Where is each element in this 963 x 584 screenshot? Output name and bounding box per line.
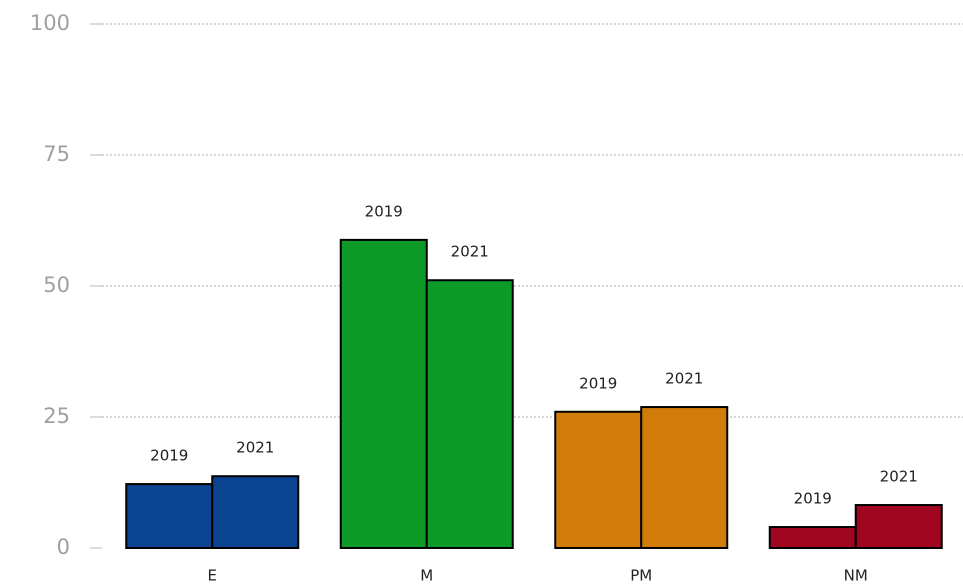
data-label: 2019 bbox=[579, 374, 617, 392]
bar bbox=[768, 526, 857, 549]
data-label: 2019 bbox=[365, 202, 403, 220]
y-tick-label: 25 bbox=[43, 404, 70, 428]
x-tick-label: NM bbox=[844, 567, 868, 584]
bar bbox=[554, 410, 643, 550]
bar bbox=[339, 238, 428, 549]
x-tick-label: PM bbox=[630, 567, 652, 584]
bar bbox=[425, 279, 514, 549]
y-tick-label: 50 bbox=[43, 273, 70, 297]
data-label: 2021 bbox=[880, 468, 918, 486]
data-label: 2019 bbox=[150, 447, 188, 465]
bar bbox=[125, 483, 214, 549]
bar bbox=[854, 504, 943, 550]
data-label: 2021 bbox=[665, 370, 703, 388]
x-tick-label: E bbox=[208, 567, 217, 584]
data-label: 2021 bbox=[451, 243, 489, 261]
bar bbox=[640, 406, 729, 549]
bar bbox=[211, 475, 300, 550]
y-tick-label: 100 bbox=[30, 11, 70, 35]
y-tick-label: 0 bbox=[57, 535, 70, 559]
y-tick-label: 75 bbox=[43, 142, 70, 166]
data-label: 2021 bbox=[236, 439, 274, 457]
x-tick-label: M bbox=[420, 567, 433, 584]
data-label: 2019 bbox=[794, 490, 832, 508]
